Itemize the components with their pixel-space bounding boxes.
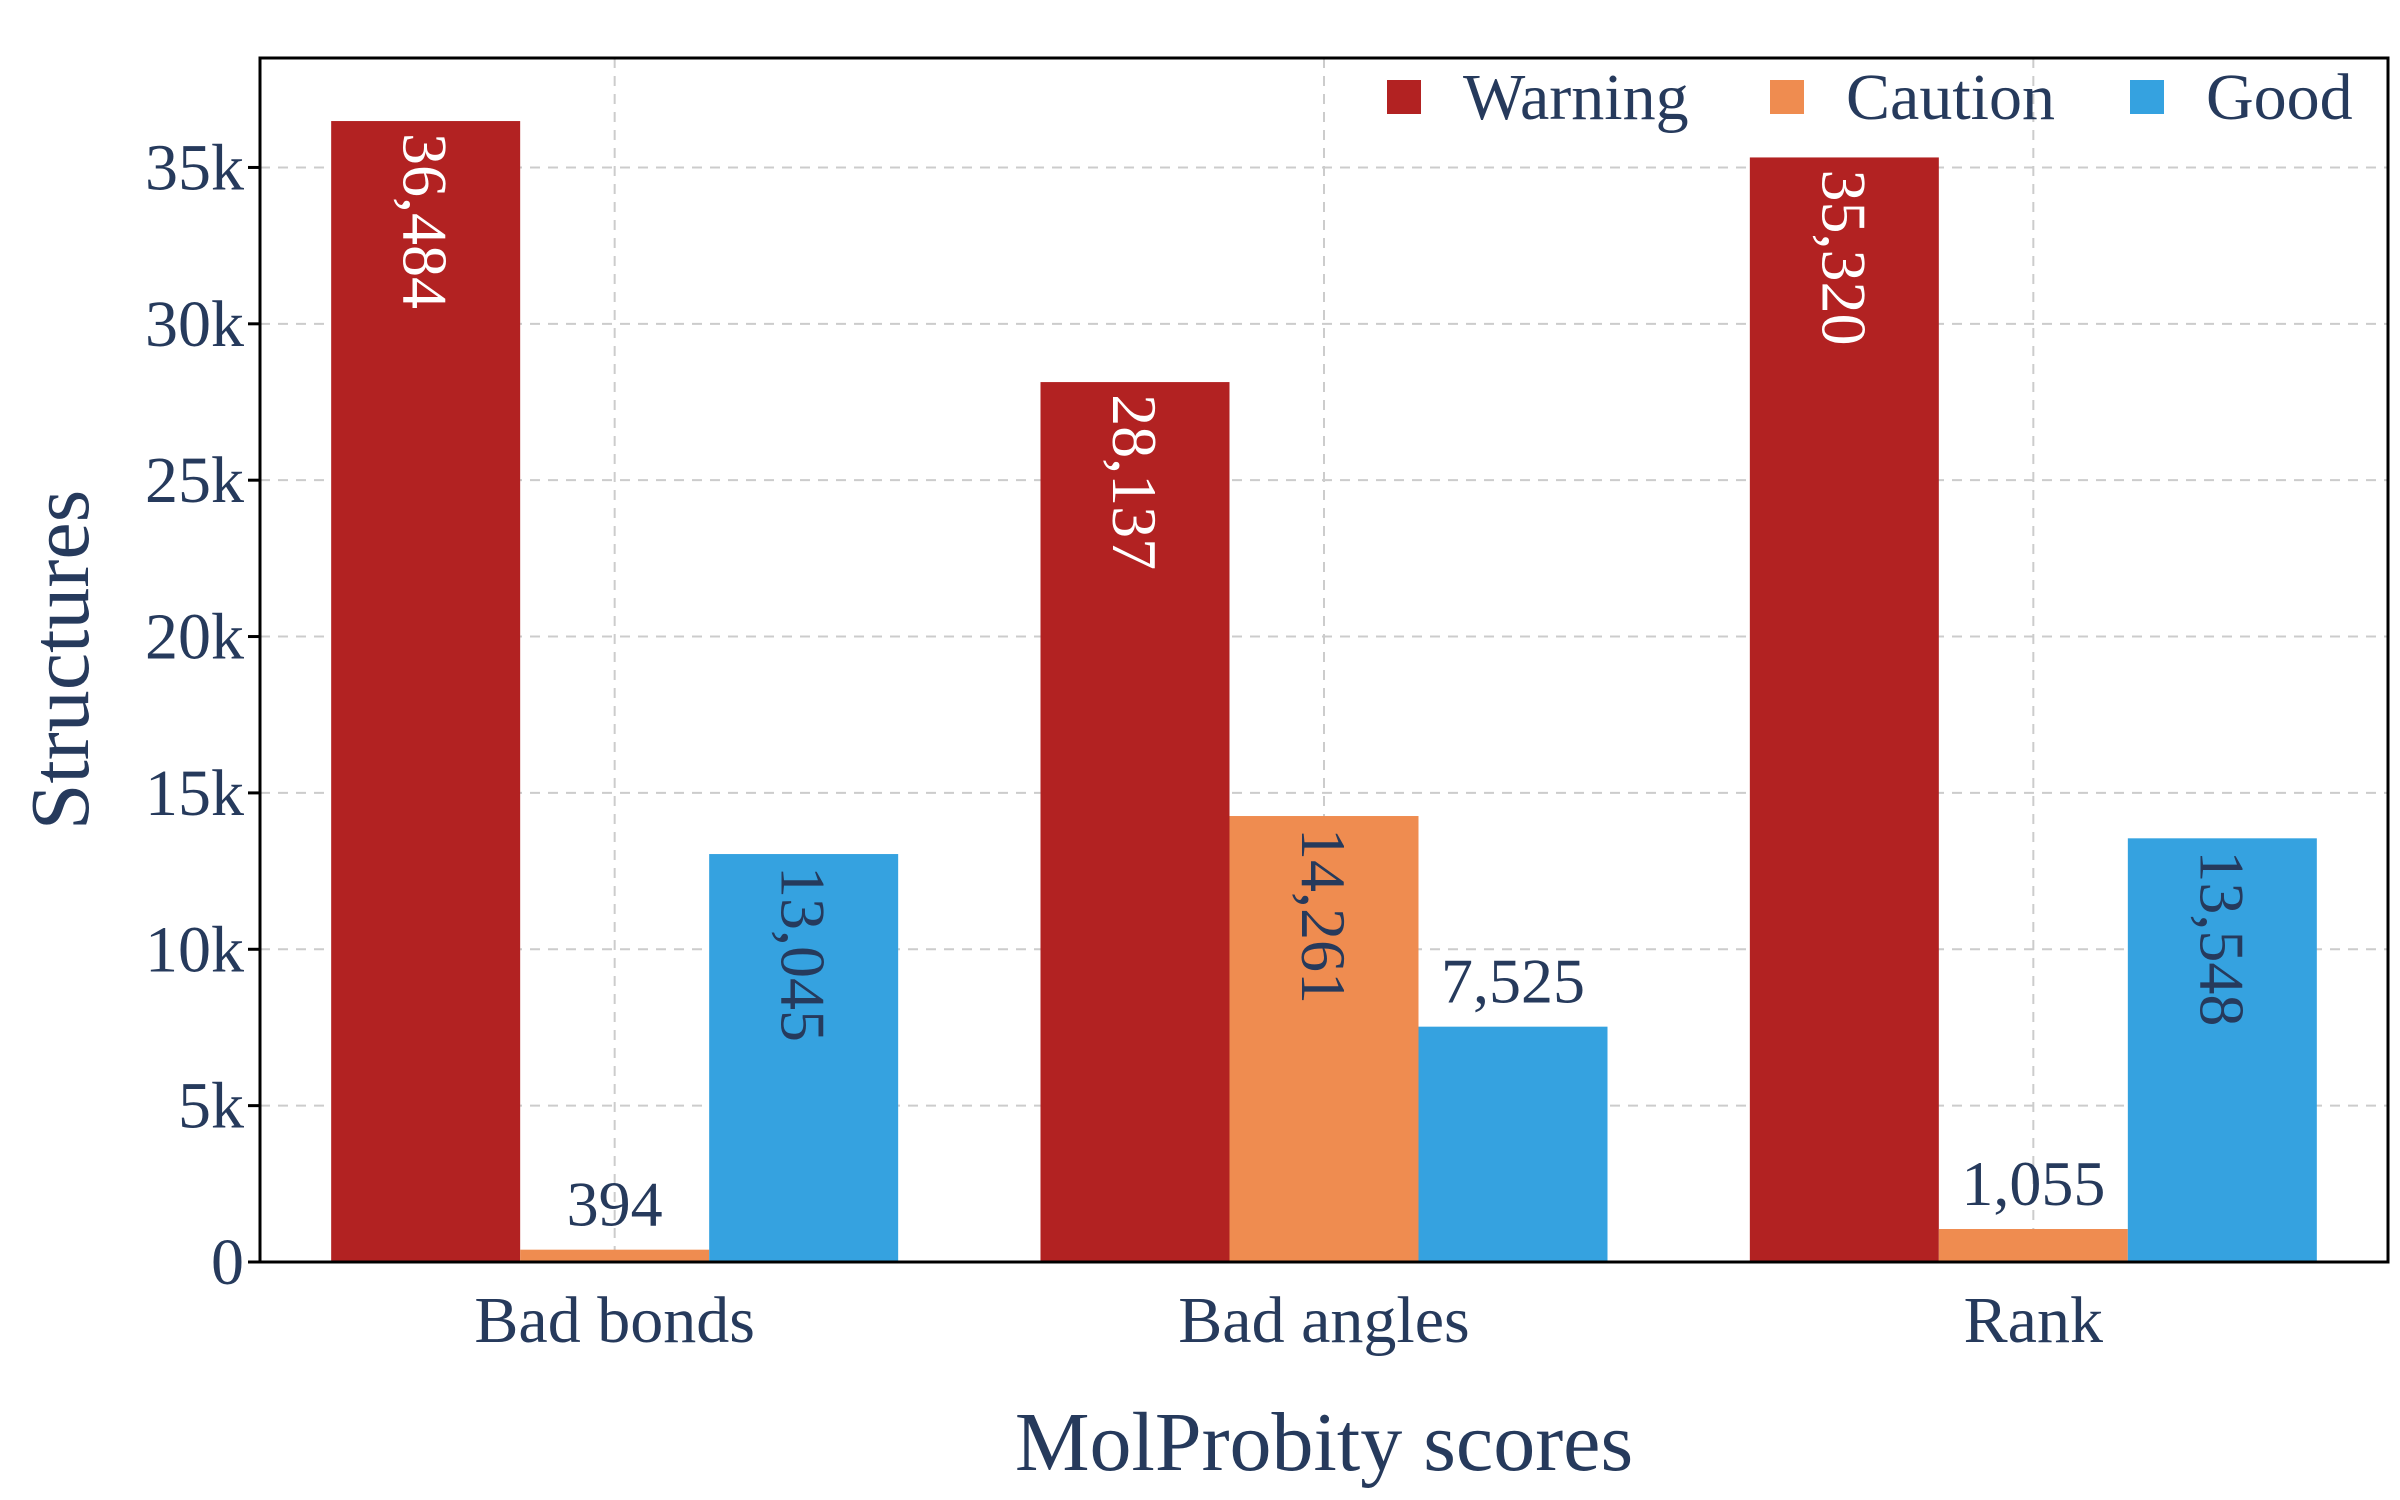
bar-label-caution-0: 394 (567, 1169, 663, 1240)
legend-label-caution: Caution (1846, 61, 2055, 134)
legend-label-good: Good (2206, 61, 2353, 134)
y-axis-ticks: 0 5k 10k 15k 20k 25k 30k 35k (145, 131, 260, 1299)
y-tick-label-1: 5k (178, 1070, 244, 1143)
bar-label-caution-1: 14,261 (1288, 828, 1359, 1004)
bar-label-warning-2: 35,320 (1808, 169, 1879, 345)
y-tick-label-5: 25k (145, 444, 244, 517)
bar-good-1 (1418, 1026, 1608, 1262)
legend-swatch-caution (1770, 80, 1804, 114)
legend: Warning Caution Good (1387, 61, 2353, 134)
grid-lines (260, 58, 2388, 1262)
x-axis-ticks: Bad bonds Bad angles Rank (474, 1284, 2103, 1357)
y-tick-label-7: 35k (145, 131, 244, 204)
legend-item-warning: Warning (1387, 61, 1689, 134)
bar-caution-1 (1229, 816, 1419, 1262)
bar-label-good-1: 7,525 (1441, 946, 1585, 1017)
bars (331, 121, 2317, 1263)
bar-good-0 (709, 854, 899, 1262)
bar-caution-2 (1938, 1229, 2128, 1262)
bar-warning-2 (1749, 157, 1939, 1262)
bar-good-2 (2127, 838, 2317, 1262)
legend-swatch-warning (1387, 80, 1421, 114)
y-tick-label-4: 20k (145, 601, 244, 674)
y-tick-label-3: 15k (145, 757, 244, 830)
x-tick-label-0: Bad bonds (474, 1284, 755, 1357)
y-tick-label-6: 30k (145, 288, 244, 361)
x-tick-label-1: Bad angles (1178, 1284, 1469, 1357)
bar-label-good-2: 13,548 (2186, 850, 2257, 1026)
bar-label-warning-0: 36,484 (390, 133, 461, 309)
plot-frame (258, 56, 2390, 1264)
legend-swatch-good (2130, 80, 2164, 114)
y-tick-label-0: 0 (211, 1226, 244, 1299)
bar-warning-0 (331, 121, 521, 1263)
legend-item-good: Good (2130, 61, 2353, 134)
y-tick-label-2: 10k (145, 913, 244, 986)
bar-label-caution-2: 1,055 (1961, 1148, 2105, 1219)
bar-warning-1 (1040, 382, 1230, 1262)
x-axis-title: MolProbity scores (1015, 1396, 1633, 1489)
x-tick-label-2: Rank (1964, 1284, 2103, 1357)
bar-caution-0 (520, 1249, 710, 1262)
bar-label-good-0: 13,045 (768, 866, 839, 1042)
legend-label-warning: Warning (1463, 61, 1689, 134)
bar-label-warning-1: 28,137 (1099, 394, 1170, 570)
bar-value-labels: 36,484 28,137 35,320 394 14,261 1,055 13,045 7,… (390, 133, 2258, 1240)
y-axis-title: Structures (14, 490, 107, 831)
legend-item-caution: Caution (1770, 61, 2055, 134)
